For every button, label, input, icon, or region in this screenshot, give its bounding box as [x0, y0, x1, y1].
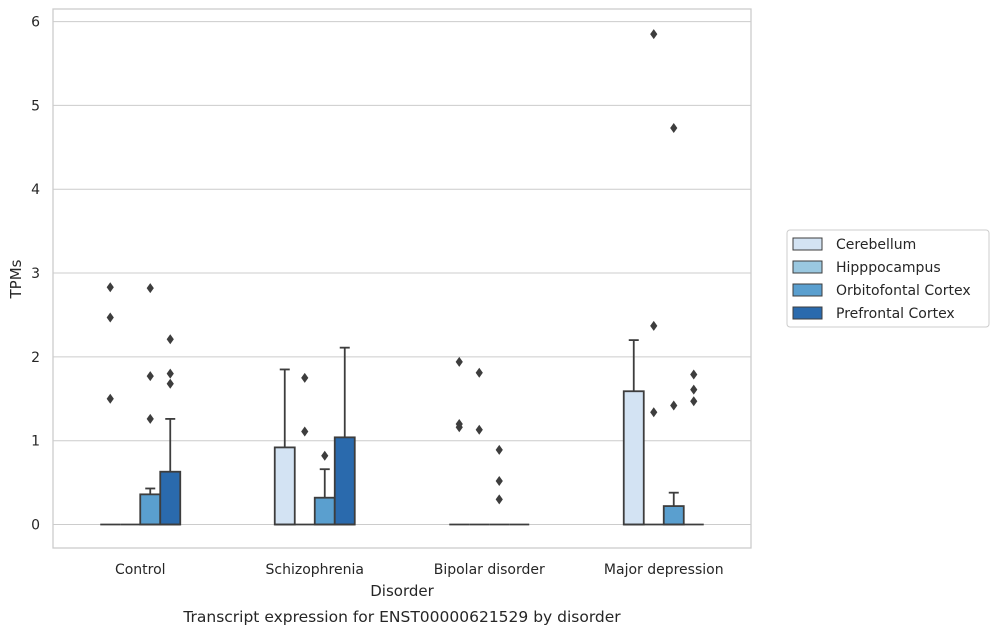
- box-groups: [100, 339, 704, 526]
- x-tick-label: Schizophrenia: [266, 562, 364, 578]
- box-body: [333, 436, 356, 526]
- y-tick-label: 0: [31, 518, 40, 534]
- outlier-point: [495, 444, 503, 455]
- legend-swatch: [792, 283, 823, 297]
- outlier-point: [166, 334, 174, 345]
- y-tick-label: 4: [31, 182, 40, 198]
- chart-caption: Transcript expression for ENST0000062152…: [182, 608, 621, 626]
- outlier-point: [690, 369, 698, 380]
- outlier-point: [146, 371, 154, 382]
- outlier-point: [321, 450, 329, 461]
- outlier-point: [670, 123, 678, 134]
- legend-label: Orbitofontal Cortex: [836, 283, 971, 299]
- outlier-point: [166, 368, 174, 379]
- legend-frame: [786, 229, 990, 328]
- x-tick-label: Bipolar disorder: [434, 562, 545, 578]
- legend-swatch: [792, 237, 823, 251]
- outlier-point: [455, 422, 463, 433]
- y-tick-label: 3: [31, 266, 40, 282]
- outlier-point: [301, 426, 309, 437]
- x-tick-label: Major depression: [604, 562, 724, 578]
- box-plot: [662, 491, 685, 526]
- box-plot: [622, 339, 645, 526]
- legend: Cerebellum Hipppocampus Orbitofontal Corte…: [786, 229, 990, 328]
- box-plot: [159, 418, 182, 526]
- box-plot: [313, 468, 336, 526]
- outlier-point: [475, 367, 483, 378]
- box-body: [662, 505, 685, 526]
- y-tick-label: 2: [31, 350, 40, 366]
- box-plot: [139, 487, 162, 526]
- outlier-point: [475, 424, 483, 435]
- outlier-point: [146, 413, 154, 424]
- y-axis-title: TPMs: [7, 259, 25, 299]
- legend-label: Prefrontal Cortex: [836, 306, 955, 322]
- outlier-point: [650, 320, 658, 331]
- box-body: [273, 446, 296, 526]
- box-plot: [333, 346, 356, 526]
- outlier-points: [106, 29, 698, 505]
- x-axis-title: Disorder: [370, 582, 434, 600]
- grid-lines: [53, 21, 751, 526]
- outlier-point: [106, 312, 114, 323]
- outlier-point: [106, 393, 114, 404]
- outlier-point: [690, 396, 698, 407]
- box-body: [313, 496, 336, 526]
- outlier-point: [495, 494, 503, 505]
- outlier-point: [106, 282, 114, 293]
- plot-frame: [52, 8, 752, 549]
- outlier-point: [301, 372, 309, 383]
- legend-swatch: [792, 260, 823, 274]
- outlier-point: [670, 400, 678, 411]
- outlier-point: [690, 384, 698, 395]
- box-body: [159, 470, 182, 526]
- box-plot: [273, 368, 296, 526]
- outlier-point: [455, 356, 463, 367]
- y-tick-labels: 0 1 2 3 4 5 6: [31, 15, 40, 534]
- outlier-point: [650, 29, 658, 40]
- outlier-point: [650, 407, 658, 418]
- x-tick-label: Control: [115, 562, 166, 578]
- outlier-point: [146, 283, 154, 294]
- legend-label: Cerebellum: [836, 237, 916, 253]
- box-body: [139, 493, 162, 526]
- y-tick-label: 1: [31, 434, 40, 450]
- legend-swatch: [792, 306, 823, 320]
- box-body: [622, 390, 645, 526]
- legend-label: Hipppocampus: [836, 260, 941, 276]
- y-tick-label: 5: [31, 98, 40, 114]
- outlier-point: [166, 378, 174, 389]
- y-tick-label: 6: [31, 15, 40, 31]
- x-tick-labels: Control Schizophrenia Bipolar disorder Majo…: [115, 562, 724, 578]
- outlier-point: [495, 475, 503, 486]
